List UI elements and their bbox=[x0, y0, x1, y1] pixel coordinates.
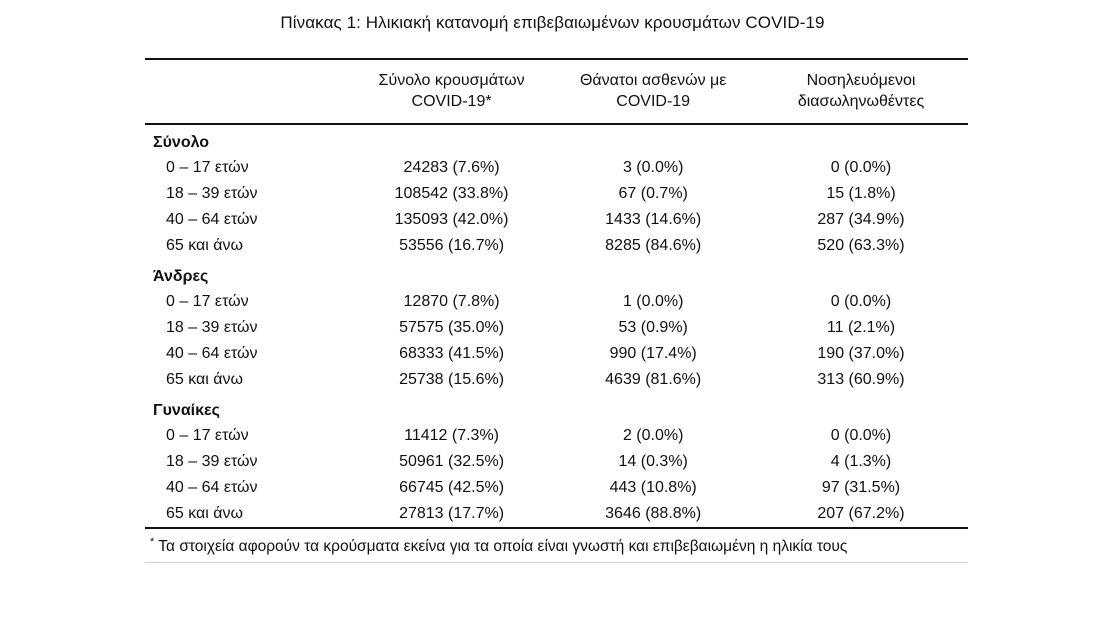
deaths-cell: 3646 (88.8%) bbox=[605, 505, 702, 522]
deaths-cell: 1 (0.0%) bbox=[622, 293, 684, 310]
intubated-cell: 15 (1.8%) bbox=[826, 185, 896, 202]
age-label: 65 και άνω bbox=[166, 237, 244, 254]
col-header-line: διασωληνωθέντες bbox=[797, 93, 925, 110]
group-men: Άνδρες 0 – 17 ετών 12870 (7.8%) 1 (0.0%)… bbox=[145, 259, 968, 393]
cases-cell: 108542 (33.8%) bbox=[394, 185, 509, 202]
table-header: Σύνολο κρουσμάτων COVID-19* Θάνατοι ασθε… bbox=[145, 59, 968, 124]
col-header-deaths: Θάνατοι ασθενών με COVID-19 bbox=[552, 59, 754, 124]
age-label: 40 – 64 ετών bbox=[166, 345, 258, 362]
col-header-line: COVID-19 bbox=[616, 93, 691, 110]
col-header-line: Νοσηλευόμενοι bbox=[806, 72, 916, 89]
table-row: 40 – 64 ετών 68333 (41.5%) 990 (17.4%) 1… bbox=[145, 341, 968, 367]
age-label: 65 και άνω bbox=[166, 371, 244, 388]
deaths-cell: 3 (0.0%) bbox=[622, 159, 684, 176]
cases-cell: 53556 (16.7%) bbox=[399, 237, 505, 254]
footnote-marker: * bbox=[150, 536, 155, 548]
intubated-cell: 190 (37.0%) bbox=[817, 345, 905, 362]
intubated-cell: 287 (34.9%) bbox=[817, 211, 905, 228]
table-row: 40 – 64 ετών 66745 (42.5%) 443 (10.8%) 9… bbox=[145, 475, 968, 501]
age-label: 18 – 39 ετών bbox=[166, 453, 258, 470]
deaths-cell: 53 (0.9%) bbox=[618, 319, 688, 336]
cases-cell: 68333 (41.5%) bbox=[399, 345, 505, 362]
deaths-cell: 14 (0.3%) bbox=[618, 453, 688, 470]
deaths-cell: 1433 (14.6%) bbox=[605, 211, 702, 228]
table-row: 18 – 39 ετών 57575 (35.0%) 53 (0.9%) 11 … bbox=[145, 315, 968, 341]
report-page: Πίνακας 1: Ηλικιακή κατανομή επιβεβαιωμέ… bbox=[145, 13, 968, 564]
col-header-intubated: Νοσηλευόμενοι διασωληνωθέντες bbox=[754, 59, 968, 124]
group-header-row: Γυναίκες bbox=[145, 393, 968, 423]
age-label: 0 – 17 ετών bbox=[166, 293, 249, 310]
deaths-cell: 4639 (81.6%) bbox=[605, 371, 702, 388]
col-header-total-cases: Σύνολο κρουσμάτων COVID-19* bbox=[351, 59, 553, 124]
footnote-text: Τα στοιχεία αφορούν τα κρούσματα εκείνα … bbox=[158, 538, 848, 556]
table-row: 0 – 17 ετών 24283 (7.6%) 3 (0.0%) 0 (0.0… bbox=[145, 155, 968, 181]
deaths-cell: 990 (17.4%) bbox=[609, 345, 697, 362]
covid-age-distribution-table: Σύνολο κρουσμάτων COVID-19* Θάνατοι ασθε… bbox=[145, 58, 968, 529]
cases-cell: 12870 (7.8%) bbox=[403, 293, 500, 310]
intubated-cell: 520 (63.3%) bbox=[817, 237, 905, 254]
age-label: 40 – 64 ετών bbox=[166, 479, 258, 496]
table-row: 18 – 39 ετών 50961 (32.5%) 14 (0.3%) 4 (… bbox=[145, 449, 968, 475]
cases-cell: 24283 (7.6%) bbox=[403, 159, 500, 176]
table-row: 40 – 64 ετών 135093 (42.0%) 1433 (14.6%)… bbox=[145, 207, 968, 233]
deaths-cell: 2 (0.0%) bbox=[622, 427, 684, 444]
col-header-line: Σύνολο κρουσμάτων bbox=[378, 72, 525, 89]
group-women: Γυναίκες 0 – 17 ετών 11412 (7.3%) 2 (0.0… bbox=[145, 393, 968, 528]
cases-cell: 27813 (17.7%) bbox=[399, 505, 505, 522]
age-label: 18 – 39 ετών bbox=[166, 319, 258, 336]
table-row: 18 – 39 ετών 108542 (33.8%) 67 (0.7%) 15… bbox=[145, 181, 968, 207]
table-row: 65 και άνω 53556 (16.7%) 8285 (84.6%) 52… bbox=[145, 233, 968, 259]
empty-header-cell bbox=[145, 59, 351, 124]
intubated-cell: 313 (60.9%) bbox=[817, 371, 905, 388]
col-header-line: COVID-19* bbox=[411, 93, 492, 110]
cases-cell: 25738 (15.6%) bbox=[399, 371, 505, 388]
page-title: Πίνακας 1: Ηλικιακή κατανομή επιβεβαιωμέ… bbox=[280, 13, 825, 32]
deaths-cell: 8285 (84.6%) bbox=[605, 237, 702, 254]
footnote: * Τα στοιχεία αφορούν τα κρούσματα εκείνα… bbox=[145, 529, 968, 564]
cases-cell: 11412 (7.3%) bbox=[404, 427, 499, 444]
table-row: 0 – 17 ετών 11412 (7.3%) 2 (0.0%) 0 (0.0… bbox=[145, 423, 968, 449]
table-row: 0 – 17 ετών 12870 (7.8%) 1 (0.0%) 0 (0.0… bbox=[145, 289, 968, 315]
deaths-cell: 67 (0.7%) bbox=[618, 185, 688, 202]
col-header-line: Θάνατοι ασθενών με bbox=[579, 72, 727, 89]
group-label: Άνδρες bbox=[153, 268, 209, 285]
group-header-row: Άνδρες bbox=[145, 259, 968, 289]
intubated-cell: 207 (67.2%) bbox=[817, 505, 905, 522]
age-label: 18 – 39 ετών bbox=[166, 185, 258, 202]
age-label: 0 – 17 ετών bbox=[166, 159, 249, 176]
intubated-cell: 4 (1.3%) bbox=[830, 453, 892, 470]
table-row: 65 και άνω 25738 (15.6%) 4639 (81.6%) 31… bbox=[145, 367, 968, 393]
group-label: Σύνολο bbox=[153, 134, 210, 151]
table-area: Σύνολο κρουσμάτων COVID-19* Θάνατοι ασθε… bbox=[145, 58, 968, 564]
intubated-cell: 0 (0.0%) bbox=[830, 159, 892, 176]
cases-cell: 57575 (35.0%) bbox=[399, 319, 505, 336]
deaths-cell: 443 (10.8%) bbox=[609, 479, 697, 496]
table-row: 65 και άνω 27813 (17.7%) 3646 (88.8%) 20… bbox=[145, 501, 968, 528]
intubated-cell: 97 (31.5%) bbox=[821, 479, 901, 496]
intubated-cell: 0 (0.0%) bbox=[830, 427, 892, 444]
intubated-cell: 11 (2.1%) bbox=[826, 319, 896, 336]
header-row: Σύνολο κρουσμάτων COVID-19* Θάνατοι ασθε… bbox=[145, 59, 968, 124]
cases-cell: 50961 (32.5%) bbox=[399, 453, 505, 470]
cases-cell: 135093 (42.0%) bbox=[394, 211, 509, 228]
group-label: Γυναίκες bbox=[153, 402, 220, 419]
age-label: 0 – 17 ετών bbox=[166, 427, 249, 444]
age-label: 40 – 64 ετών bbox=[166, 211, 258, 228]
intubated-cell: 0 (0.0%) bbox=[830, 293, 892, 310]
group-total: Σύνολο 0 – 17 ετών 24283 (7.6%) 3 (0.0%)… bbox=[145, 124, 968, 259]
age-label: 65 και άνω bbox=[166, 505, 244, 522]
group-header-row: Σύνολο bbox=[145, 124, 968, 155]
cases-cell: 66745 (42.5%) bbox=[399, 479, 505, 496]
